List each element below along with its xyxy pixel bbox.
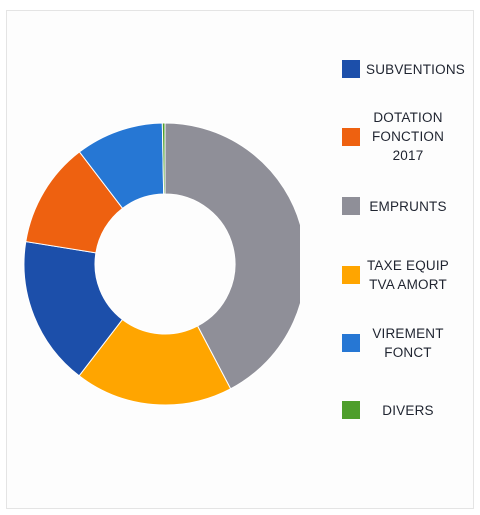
legend-swatch-subventions: [342, 60, 360, 78]
donut-slice-emprunts: [164, 122, 300, 390]
legend-label-virement-fonct: VIREMENT FONCT: [372, 326, 444, 360]
legend-swatch-taxe-equip: [342, 266, 360, 284]
legend-label-dotation-fonction: DOTATION FONCTION 2017: [371, 110, 445, 163]
donut-slice-taxe-equip-tva-amort: [78, 318, 232, 406]
legend-label-subventions: SUBVENTIONS: [366, 62, 465, 77]
legend-label-divers: DIVERS: [382, 403, 434, 418]
donut-slice-subventions: [23, 240, 124, 377]
legend-swatch-dotation-fonction: [342, 128, 360, 146]
legend-label-emprunts: EMPRUNTS: [369, 199, 447, 214]
donut-slice-divers: [161, 122, 166, 195]
legend-swatch-emprunts: [342, 197, 360, 215]
legend-swatch-divers: [342, 401, 360, 419]
donut-chart: [23, 122, 300, 406]
legend: SUBVENTIONS DOTATION FONCTION 2017 EMPRU…: [300, 0, 475, 515]
legend-swatch-virement-fonct: [342, 334, 360, 352]
legend-label-taxe-equip: TAXE EQUIP TVA AMORT: [366, 258, 450, 292]
